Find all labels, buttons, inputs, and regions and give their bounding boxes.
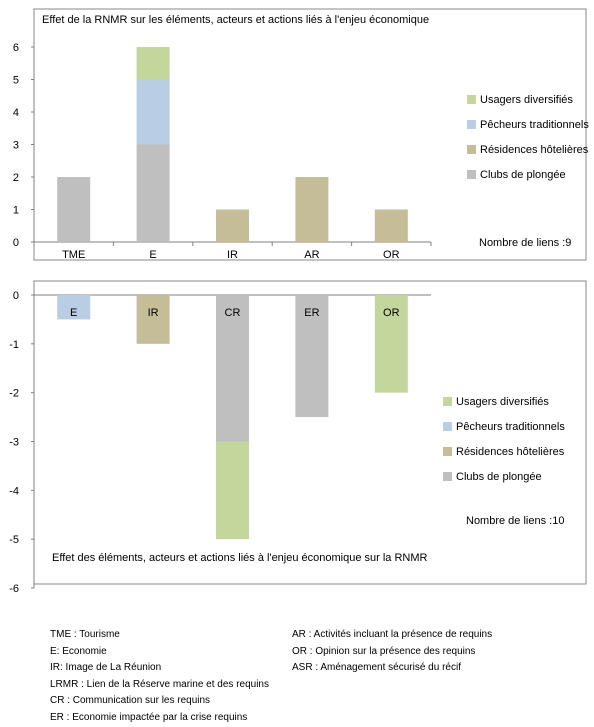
swatch-clubs	[443, 472, 452, 481]
glossary-entry: AR : Activités incluant la présence de r…	[292, 629, 493, 640]
swatch-residences	[443, 447, 452, 456]
chart2-y-tick-label: -2	[9, 388, 19, 400]
chart2-x-tick-label: IR	[148, 307, 159, 319]
chart2-y-tick-label: -3	[9, 437, 19, 449]
chart1-title: Effet de la RNMR sur les éléments, acteu…	[42, 14, 430, 26]
chart1-bar-tme-clubs-de-plongee	[57, 177, 91, 242]
chart2-y-tick-label: -5	[9, 534, 19, 546]
chart1-links-count: Nombre de liens :9	[479, 237, 572, 249]
chart1-y-tick-label: 1	[13, 205, 19, 217]
chart1-bar-e-usagers-diversifies	[136, 47, 170, 80]
glossary-entry: LRMR : Lien de la Réserve marine et des …	[50, 678, 269, 690]
chart2-bar-ir-residences-hotelieres	[136, 295, 170, 344]
legend-label: Résidences hôtelières	[456, 445, 565, 458]
chart2-bar-or-usagers-diversifies	[374, 295, 408, 393]
chart1-y-tick-label: 5	[13, 75, 19, 87]
swatch-clubs	[467, 170, 476, 179]
legend-label: Clubs de plongée	[480, 168, 566, 181]
chart2-bar-cr-usagers-diversifies	[216, 441, 249, 540]
chart1-x-tick-label: OR	[383, 249, 400, 261]
chart1-bar-or-residences-hotelieres	[374, 209, 408, 242]
glossary-entry: E: Economie	[50, 645, 107, 657]
legend-item-clubs: Clubs de plongée	[467, 162, 589, 187]
legend-item-residences: Résidences hôtelières	[443, 439, 565, 464]
chart2-bar-e-pecheurs-traditionnels	[57, 295, 91, 320]
chart1-y-tick-label: 4	[13, 107, 19, 119]
chart1-x-tick-label: TME	[62, 249, 85, 261]
charts-canvas: 0 1 2 3 4 5 6 TME E IR AR OR 0 -1 -2 -3 -4 -5 -6 E IR CR ER OR	[9, 8, 587, 595]
swatch-pecheurs	[467, 120, 476, 129]
swatch-pecheurs	[443, 422, 452, 431]
glossary-entry: ASR : Aménagement sécurisé du récif	[292, 662, 461, 674]
glossary-entry: CR : Communication sur les requins	[50, 695, 211, 707]
glossary-entry: IR: Image de La Réunion	[50, 662, 162, 674]
chart2-y-tick-label: -4	[9, 485, 19, 497]
glossary-left: TME : Tourisme E: Economie IR: Image de …	[50, 627, 269, 727]
legend-label: Clubs de plongée	[456, 470, 542, 483]
chart1-bar-ir-residences-hotelieres	[216, 209, 249, 242]
legend-item-pecheurs: Pêcheurs traditionnels	[443, 414, 565, 439]
swatch-usagers	[467, 95, 476, 104]
legend-label: Usagers diversifiés	[480, 93, 573, 106]
chart2-x-tick-label: ER	[304, 307, 319, 319]
legend-item-pecheurs: Pêcheurs traditionnels	[467, 112, 589, 137]
chart2-bar-cr-clubs-de-plongee	[216, 295, 249, 442]
glossary-right: AR : Activités incluant la présence de r…	[292, 627, 492, 677]
legend-item-usagers: Usagers diversifiés	[467, 87, 589, 112]
chart2-title: Effet des éléments, acteurs et actions l…	[52, 552, 428, 564]
legend-item-usagers: Usagers diversifiés	[443, 389, 565, 414]
chart1-x-tick-label: AR	[304, 249, 319, 261]
chart1-bar-ar-residences-hotelieres	[295, 177, 329, 242]
glossary-entry: OR : Opinion sur la présence des requins	[292, 645, 476, 657]
chart1-bar-e-clubs-de-plongee	[136, 144, 170, 242]
legend-item-residences: Résidences hôtelières	[467, 137, 589, 162]
legend-label: Pêcheurs traditionnels	[480, 118, 589, 131]
chart1-y-tick-label: 0	[13, 237, 19, 249]
chart2-x-tick-label: E	[70, 307, 77, 319]
glossary-entry: TME : Tourisme	[50, 629, 120, 640]
chart2-bar-er-clubs-de-plongee	[295, 295, 329, 418]
chart1-x-tick-label: E	[149, 249, 156, 261]
swatch-residences	[467, 145, 476, 154]
legend-label: Résidences hôtelières	[480, 143, 589, 156]
chart2-y-tick-label: -1	[9, 339, 19, 351]
chart2-legend: Usagers diversifiés Pêcheurs traditionne…	[443, 389, 565, 489]
chart2-x-tick-label: CR	[225, 307, 241, 319]
chart1-bar-e-pecheurs-traditionnels	[136, 79, 170, 145]
chart1-y-tick-label: 2	[13, 172, 19, 184]
legend-item-clubs: Clubs de plongée	[443, 464, 565, 489]
chart2-links-count: Nombre de liens :10	[466, 515, 565, 527]
swatch-usagers	[443, 397, 452, 406]
legend-label: Usagers diversifiés	[456, 395, 549, 408]
chart1-y-tick-label: 3	[13, 140, 19, 152]
glossary-entry: ER : Economie impactée par la crise requ…	[50, 711, 248, 723]
chart1-x-tick-label: IR	[227, 249, 238, 261]
chart1-y-tick-label: 6	[13, 42, 19, 54]
chart2-y-tick-label: 0	[13, 290, 19, 302]
legend-label: Pêcheurs traditionnels	[456, 420, 565, 433]
chart1-legend: Usagers diversifiés Pêcheurs traditionne…	[467, 87, 589, 187]
chart2-y-tick-label: -6	[9, 583, 19, 595]
chart2-x-tick-label: OR	[383, 307, 400, 319]
